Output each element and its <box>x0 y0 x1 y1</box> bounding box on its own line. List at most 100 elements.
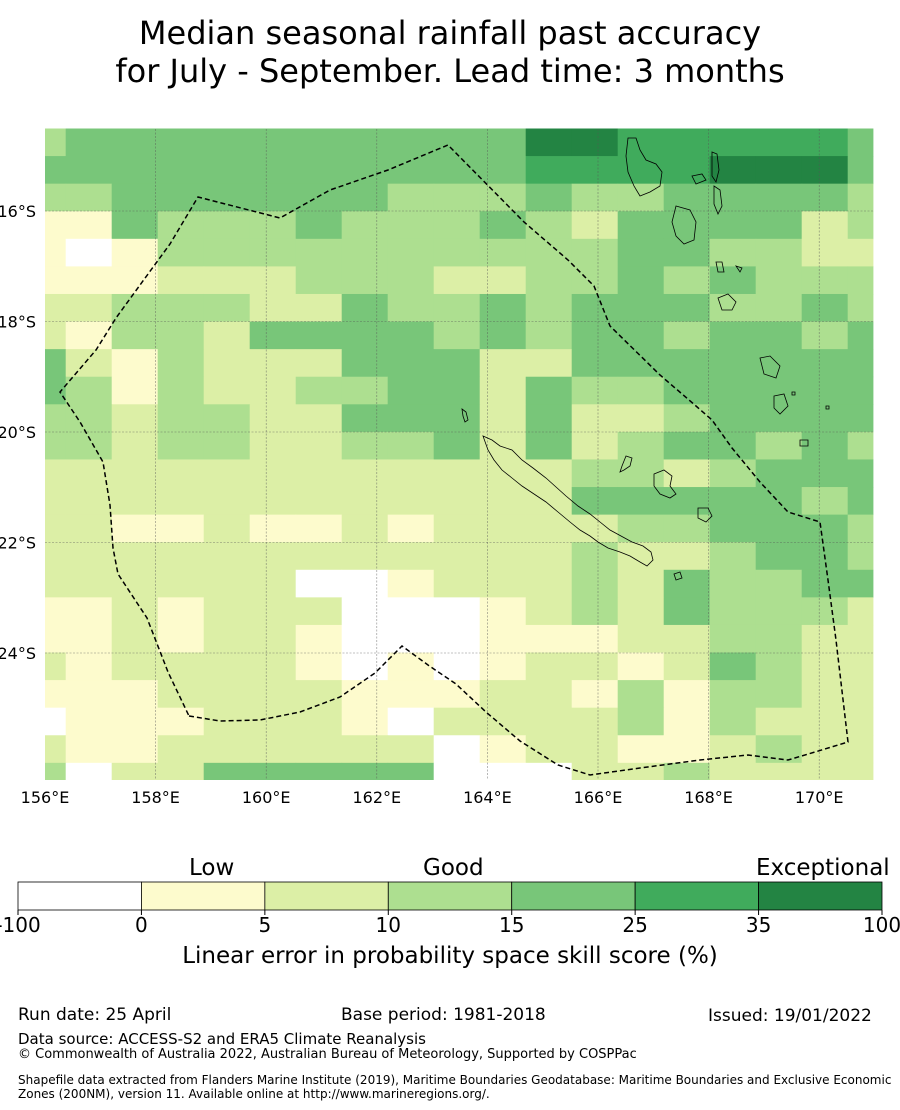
grid-cell <box>45 514 67 543</box>
grid-cell <box>249 569 297 598</box>
grid-cell <box>45 266 67 295</box>
grid-cell <box>45 211 67 240</box>
grid-cell <box>663 459 711 488</box>
grid-cell <box>433 487 481 516</box>
grid-cell <box>525 514 573 543</box>
grid-cell <box>663 211 711 240</box>
grid-cell <box>709 680 757 709</box>
grid-cell <box>45 321 67 350</box>
grid-cell <box>111 487 159 516</box>
grid-cell <box>709 707 757 736</box>
grid-cell <box>65 680 113 709</box>
grid-cell <box>45 707 67 736</box>
grid-cell <box>249 652 297 681</box>
grid-cell <box>525 266 573 295</box>
grid-cell <box>249 459 297 488</box>
grid-cell <box>617 569 665 598</box>
grid-cell <box>709 376 757 405</box>
colorbar-tick-label: 10 <box>376 913 401 937</box>
grid-cell <box>847 624 874 654</box>
colorbar-category-good: Good <box>423 855 484 881</box>
grid-cell <box>341 542 389 571</box>
grid-cell <box>571 597 619 626</box>
lifou-island <box>653 469 677 499</box>
grid-cell <box>341 431 389 460</box>
colorbar-category-exceptional: Exceptional <box>756 855 890 881</box>
grid-cell <box>203 487 251 516</box>
grid-cell <box>847 293 874 323</box>
grid-cell <box>65 652 113 681</box>
grid-cell <box>755 376 803 405</box>
colorbar-tick-label: 35 <box>746 913 771 937</box>
grid-cell <box>157 431 205 460</box>
y-tick-label: 16°S <box>0 202 36 221</box>
eez-dashed-line <box>59 144 849 776</box>
grid-cell <box>571 321 619 350</box>
grid-cell <box>801 680 849 709</box>
grid-cell <box>65 707 113 736</box>
grid-cell <box>801 652 849 681</box>
grid-cell <box>341 597 389 626</box>
grid-cell <box>525 211 573 240</box>
grid-cell <box>433 542 481 571</box>
grid-cell <box>847 266 874 295</box>
grid-cell <box>341 707 389 736</box>
grid-cell <box>617 321 665 350</box>
grid-cell <box>617 707 665 736</box>
grid-cell <box>617 762 665 780</box>
grid-cell <box>433 735 481 764</box>
grid-cell <box>341 514 389 543</box>
grid-cell <box>755 459 803 488</box>
grid-cell <box>341 266 389 295</box>
grid-cell <box>295 128 343 157</box>
grid-cell <box>387 762 435 780</box>
grid-cell <box>387 376 435 405</box>
grid-cell <box>847 514 874 543</box>
grid-cell <box>157 183 205 212</box>
colorbar-segment <box>264 881 389 911</box>
grid-cell <box>571 459 619 488</box>
grid-cell <box>341 735 389 764</box>
x-tick-label: 162°E <box>352 788 401 807</box>
grid-cell <box>249 542 297 571</box>
grid-cell <box>663 487 711 516</box>
grid-cell <box>847 376 874 405</box>
run-date: Run date: 25 April <box>18 1005 172 1025</box>
base-period: Base period: 1981-2018 <box>341 1005 546 1025</box>
grid-cell <box>571 652 619 681</box>
grid-cell <box>479 707 527 736</box>
grid-cell <box>755 487 803 516</box>
grid-cell <box>157 321 205 350</box>
grid-cell <box>203 707 251 736</box>
grid-cell <box>295 156 343 185</box>
grid-cell <box>617 680 665 709</box>
grid-cell <box>295 431 343 460</box>
grid-cell <box>45 680 67 709</box>
grid-cell <box>801 762 849 780</box>
grid-cell <box>617 211 665 240</box>
grid-cell <box>479 266 527 295</box>
grid-cell <box>571 156 619 185</box>
grid-cell <box>525 459 573 488</box>
grid-cell <box>617 238 665 267</box>
grid-cell <box>157 569 205 598</box>
grid-cell <box>571 211 619 240</box>
grid-cell <box>617 735 665 764</box>
grid-cell <box>249 266 297 295</box>
grid-cell <box>709 624 757 654</box>
grid-cell <box>157 652 205 681</box>
grid-cell <box>801 183 849 212</box>
grid-cell <box>755 293 803 323</box>
grid-cell <box>249 514 297 543</box>
grid-cell <box>203 762 251 780</box>
grid-cell <box>479 624 527 654</box>
grid-cell <box>433 762 481 780</box>
grid-cell <box>663 266 711 295</box>
grid-cell <box>111 542 159 571</box>
grid-cell <box>525 597 573 626</box>
grid-cell <box>157 514 205 543</box>
grid-cell <box>65 762 113 780</box>
grid-cell <box>709 156 757 185</box>
grid-cell <box>479 293 527 323</box>
